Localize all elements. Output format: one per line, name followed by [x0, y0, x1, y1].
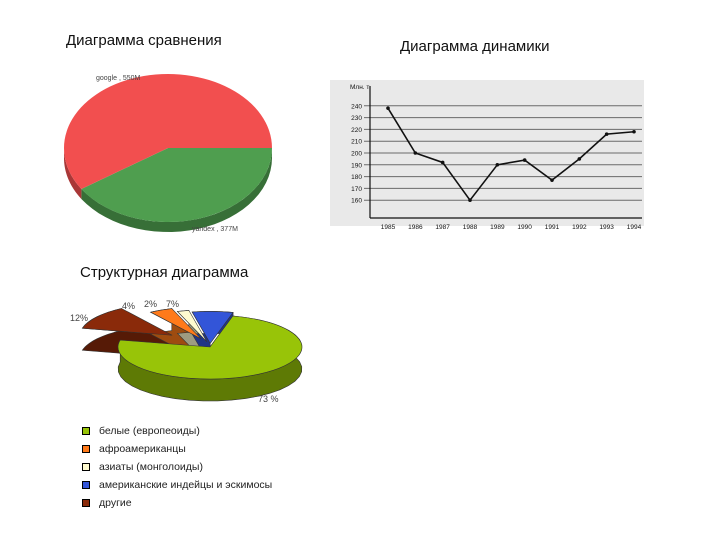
series-line — [387, 107, 635, 202]
x-tick-label: 1985 — [381, 224, 396, 231]
pie-label-yandex: yandex , 377M — [192, 226, 238, 233]
legend-item: афроамериканцы — [82, 440, 272, 458]
data-point — [522, 158, 527, 162]
pie2-label-73: 73 % — [258, 394, 279, 404]
pie2-label-4: 4% — [122, 301, 136, 311]
y-tick-label: 240 — [351, 103, 362, 110]
y-tick-label: 190 — [351, 162, 362, 169]
legend-swatch — [82, 445, 90, 453]
x-tick-label: 1992 — [572, 224, 587, 231]
pie2-label-2: 2% — [144, 299, 158, 309]
data-point — [632, 129, 636, 134]
data-point — [468, 198, 472, 202]
structure-legend: белые (европеоиды) афроамериканцы азиаты… — [82, 422, 272, 512]
legend-item: другие — [82, 494, 272, 512]
data-point — [440, 160, 445, 165]
legend-swatch — [82, 427, 90, 435]
x-tick-label: 1989 — [490, 224, 505, 231]
pie-slice — [149, 308, 202, 340]
dynamics-line-chart: 160 170 180 190 200 210 220 230 240 Млн. т 1985 198… — [330, 80, 644, 231]
pie-slice — [81, 148, 272, 222]
y-tick-label: 160 — [351, 198, 362, 205]
x-tick-label: 1991 — [545, 224, 560, 231]
pie2-label-7: 7% — [166, 299, 180, 309]
data-point — [604, 132, 609, 136]
pie-slice — [191, 311, 234, 344]
comparison-chart-title: Диаграмма сравнения — [66, 32, 222, 49]
legend-label: азиаты (монголоиды) — [99, 461, 203, 473]
legend-swatch — [82, 499, 90, 507]
legend-item: белые (европеоиды) — [82, 422, 272, 440]
data-point — [495, 163, 500, 167]
pie-slice — [64, 73, 272, 189]
y-axis-label: Млн. т — [350, 84, 369, 91]
y-tick-label: 180 — [351, 174, 362, 181]
pie-slice — [117, 315, 303, 380]
pie-slice — [176, 310, 208, 342]
data-point — [386, 106, 390, 110]
y-tick-label: 230 — [351, 115, 362, 122]
dynamics-chart-title: Диаграмма динамики — [400, 38, 550, 55]
y-tick-label: 210 — [351, 139, 362, 146]
data-point — [577, 157, 582, 161]
x-tick-label: 1994 — [627, 224, 642, 231]
y-tick-label: 200 — [351, 151, 362, 158]
comparison-pie-chart — [64, 73, 272, 232]
pie-slice-side — [64, 148, 82, 199]
data-point — [550, 178, 554, 182]
structure-chart-title: Структурная диаграмма — [80, 264, 249, 281]
legend-label: белые (европеоиды) — [99, 425, 200, 437]
legend-swatch — [82, 463, 90, 471]
legend-label: американские индейцы и эскимосы — [99, 479, 273, 491]
x-tick-label: 1988 — [463, 224, 478, 231]
structure-pie-chart — [81, 308, 303, 402]
x-tick-label: 1986 — [408, 224, 423, 231]
x-tick-label: 1987 — [435, 224, 450, 231]
pie2-label-12: 12% — [70, 313, 89, 323]
legend-label: афроамериканцы — [99, 443, 186, 455]
legend-item: азиаты (монголоиды) — [82, 458, 272, 476]
legend-label: другие — [99, 497, 132, 509]
legend-swatch — [82, 481, 90, 489]
data-point — [413, 151, 418, 155]
pie-label-google: google , 550M — [96, 75, 141, 82]
legend-item: американские индейцы и эскимосы — [82, 476, 272, 494]
x-tick-label: 1993 — [599, 224, 614, 231]
y-tick-label: 220 — [351, 127, 362, 134]
x-tick-label: 1990 — [517, 224, 532, 231]
pie-slice — [81, 308, 173, 336]
y-tick-label: 170 — [351, 186, 362, 193]
pie-slice-side — [81, 148, 272, 232]
